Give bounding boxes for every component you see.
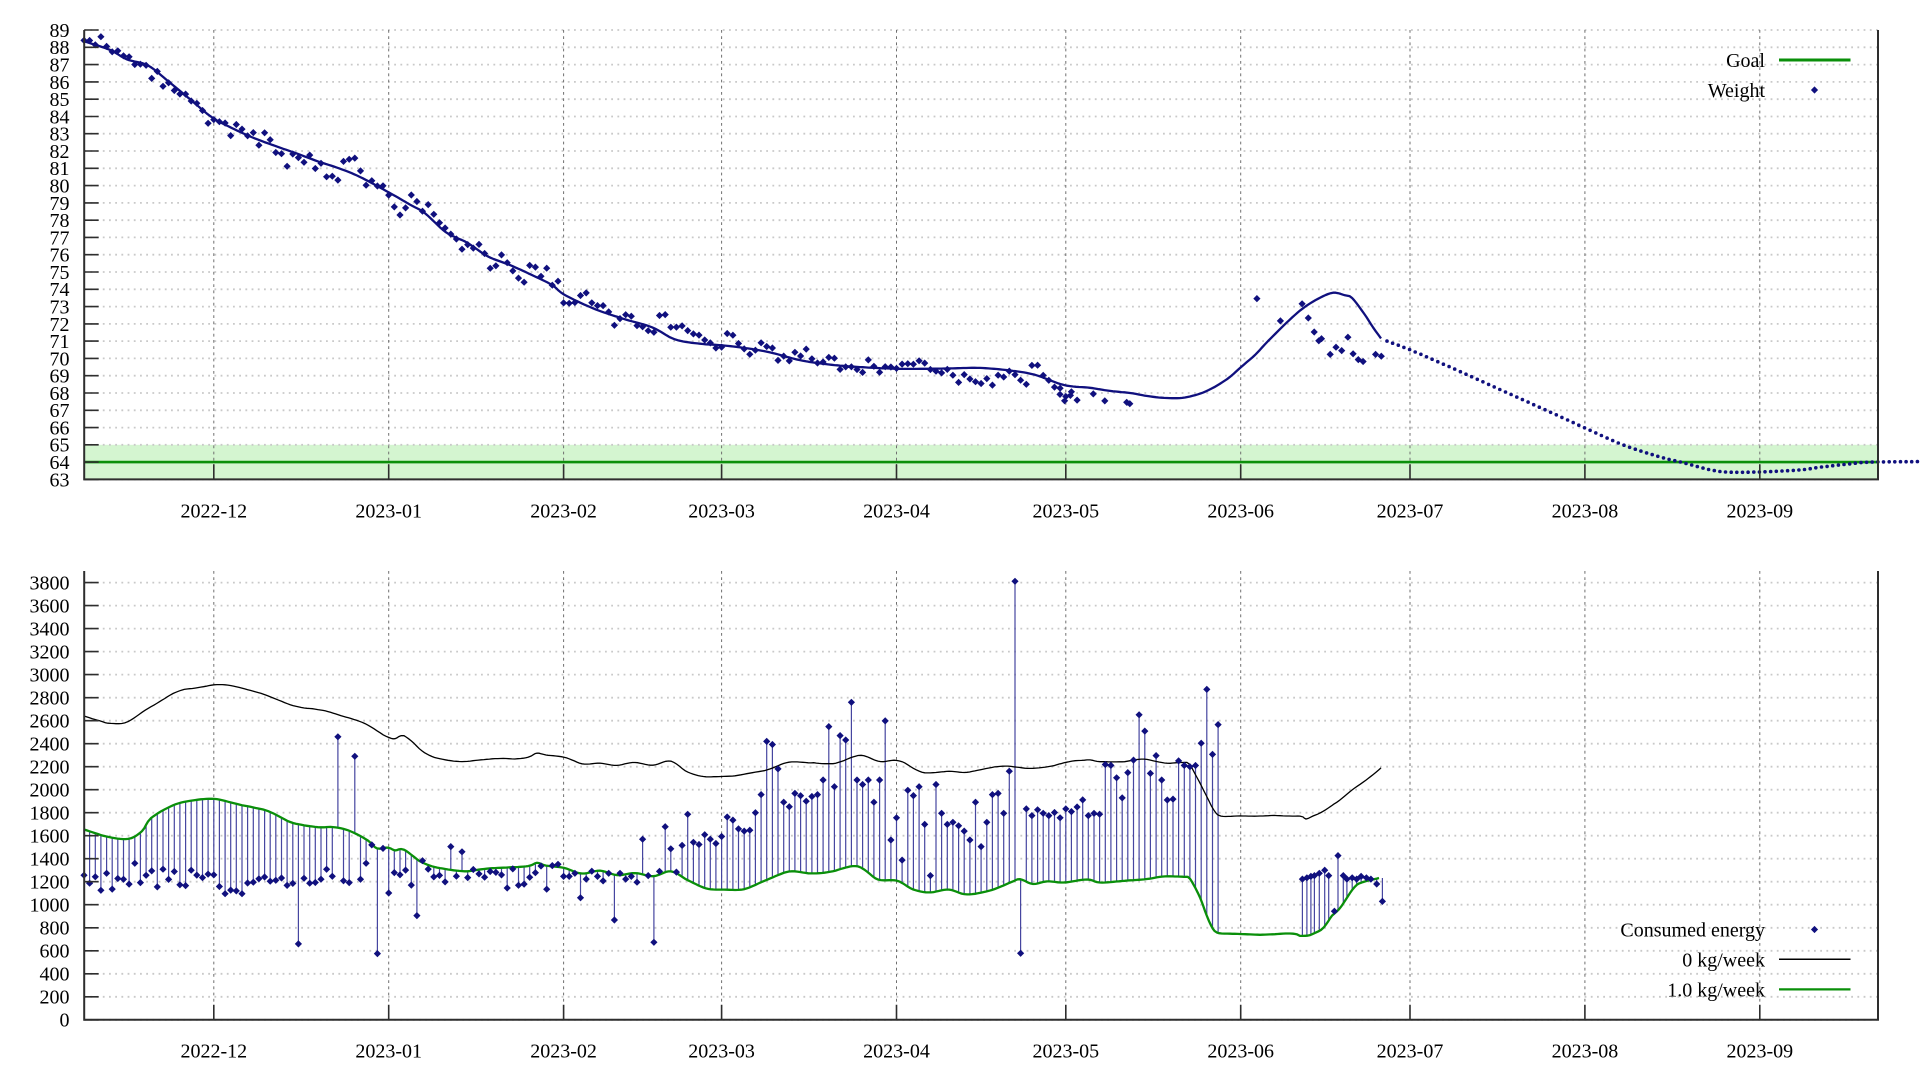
svg-text:2022-12: 2022-12: [180, 1041, 247, 1063]
svg-text:63: 63: [50, 469, 70, 491]
svg-text:2000: 2000: [30, 780, 70, 802]
svg-text:1800: 1800: [30, 803, 70, 825]
svg-text:2023-06: 2023-06: [1207, 1041, 1274, 1063]
svg-text:87: 87: [50, 55, 70, 77]
svg-text:Goal: Goal: [1726, 50, 1765, 72]
svg-text:84: 84: [50, 106, 70, 128]
svg-text:3400: 3400: [30, 619, 70, 641]
svg-text:3800: 3800: [30, 573, 70, 595]
svg-text:600: 600: [40, 941, 70, 963]
svg-text:1.0 kg/week: 1.0 kg/week: [1667, 979, 1765, 1001]
svg-text:72: 72: [50, 314, 70, 336]
svg-text:80: 80: [50, 176, 70, 198]
svg-text:66: 66: [50, 418, 70, 440]
svg-text:2023-09: 2023-09: [1726, 1041, 1793, 1063]
svg-text:81: 81: [50, 158, 70, 180]
svg-text:3600: 3600: [30, 596, 70, 618]
svg-text:64: 64: [50, 452, 70, 474]
svg-text:71: 71: [50, 331, 70, 353]
svg-text:2023-05: 2023-05: [1032, 501, 1099, 523]
svg-text:88: 88: [50, 37, 70, 59]
svg-text:79: 79: [50, 193, 70, 215]
svg-text:85: 85: [50, 89, 70, 111]
svg-text:2200: 2200: [30, 757, 70, 779]
svg-text:0: 0: [60, 1010, 70, 1032]
svg-text:70: 70: [50, 348, 70, 370]
svg-text:200: 200: [40, 987, 70, 1009]
svg-text:2023-07: 2023-07: [1377, 1041, 1444, 1063]
svg-text:2023-01: 2023-01: [355, 1041, 422, 1063]
svg-text:2023-03: 2023-03: [688, 501, 755, 523]
svg-text:2023-01: 2023-01: [355, 501, 422, 523]
svg-text:2022-12: 2022-12: [180, 501, 247, 523]
svg-text:2023-04: 2023-04: [863, 1041, 930, 1063]
svg-text:2023-06: 2023-06: [1207, 501, 1274, 523]
svg-text:2023-07: 2023-07: [1377, 501, 1444, 523]
svg-text:68: 68: [50, 383, 70, 405]
svg-text:83: 83: [50, 124, 70, 146]
svg-text:89: 89: [50, 20, 70, 42]
svg-text:1200: 1200: [30, 872, 70, 894]
svg-text:Weight: Weight: [1708, 80, 1766, 102]
svg-text:2600: 2600: [30, 711, 70, 733]
svg-text:76: 76: [50, 245, 70, 267]
svg-text:800: 800: [40, 918, 70, 940]
svg-text:2023-09: 2023-09: [1726, 501, 1793, 523]
svg-text:3000: 3000: [30, 665, 70, 687]
svg-text:2023-02: 2023-02: [530, 501, 597, 523]
svg-text:65: 65: [50, 435, 70, 457]
svg-text:78: 78: [50, 210, 70, 232]
svg-text:75: 75: [50, 262, 70, 284]
svg-text:Consumed energy: Consumed energy: [1620, 920, 1765, 942]
svg-text:86: 86: [50, 72, 70, 94]
svg-text:3200: 3200: [30, 642, 70, 664]
svg-text:2023-05: 2023-05: [1032, 1041, 1099, 1063]
svg-text:73: 73: [50, 297, 70, 319]
svg-text:2400: 2400: [30, 734, 70, 756]
svg-text:77: 77: [50, 227, 70, 249]
svg-text:67: 67: [50, 400, 70, 422]
svg-text:2800: 2800: [30, 688, 70, 710]
svg-text:74: 74: [50, 279, 70, 301]
svg-text:2023-03: 2023-03: [688, 1041, 755, 1063]
svg-text:2023-08: 2023-08: [1552, 501, 1619, 523]
svg-text:400: 400: [40, 964, 70, 986]
svg-text:1000: 1000: [30, 895, 70, 917]
svg-text:2023-08: 2023-08: [1552, 1041, 1619, 1063]
svg-text:1400: 1400: [30, 849, 70, 871]
svg-text:82: 82: [50, 141, 70, 163]
svg-text:69: 69: [50, 366, 70, 388]
svg-text:0 kg/week: 0 kg/week: [1682, 949, 1765, 971]
svg-text:2023-04: 2023-04: [863, 501, 930, 523]
svg-text:2023-02: 2023-02: [530, 1041, 597, 1063]
svg-text:1600: 1600: [30, 826, 70, 848]
